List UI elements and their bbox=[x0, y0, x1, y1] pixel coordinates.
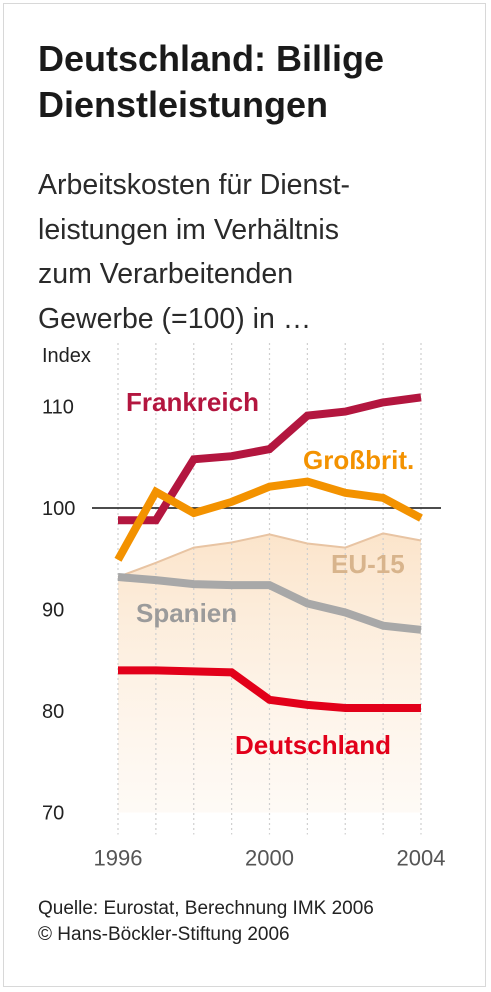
series-line-eu-15 bbox=[117, 532, 422, 578]
x-tick-label-2000: 2000 bbox=[245, 846, 294, 871]
source-note: Quelle: Eurostat, Berechnung IMK 2006 © … bbox=[38, 896, 478, 948]
y-axis-label: Index bbox=[42, 345, 91, 367]
title-line-1: Deutschland: Billige bbox=[38, 38, 385, 79]
chart-text-layer: Index 70 80 90 100 110 1996 2000 2004 Frankreich G… bbox=[42, 345, 445, 871]
series-line-layer bbox=[114, 393, 423, 712]
chart-subtitle: Arbeitskosten für Dienst- leistungen im … bbox=[38, 163, 478, 341]
source-line: Quelle: Eurostat, Berechnung IMK 2006 bbox=[38, 898, 374, 919]
series-label-spanien: Spanien bbox=[136, 598, 237, 628]
subtitle-line-2: leistungen im Verhältnis bbox=[38, 213, 340, 246]
series-line-spanien bbox=[117, 573, 422, 634]
series-label-eu-15: EU-15 bbox=[331, 549, 405, 579]
copyright-line: © Hans-Böckler-Stiftung 2006 bbox=[38, 924, 290, 945]
series-line-gro-brit bbox=[114, 477, 423, 562]
subtitle-line-3: zum Verarbeitenden bbox=[38, 258, 294, 290]
graphic-frame bbox=[3, 3, 486, 987]
y-tick-label-90: 90 bbox=[42, 600, 64, 622]
subtitle-line-4: Gewerbe (=100) in … bbox=[38, 302, 312, 335]
y-tick-label-80: 80 bbox=[42, 701, 64, 723]
series-line-deutschland bbox=[118, 666, 421, 712]
chart-title: Deutschland: Billige Dienstleistungen bbox=[38, 36, 478, 128]
y-tick-label-110: 110 bbox=[42, 397, 74, 419]
subtitle-line-1: Arbeitskosten für Dienst- bbox=[38, 169, 351, 201]
series-label-gro-brit: Großbrit. bbox=[303, 445, 414, 475]
series-label-deutschland: Deutschland bbox=[235, 730, 391, 760]
x-tick-label-2004: 2004 bbox=[397, 846, 446, 871]
y-tick-label-70: 70 bbox=[42, 803, 64, 825]
title-line-2: Dienstleistungen bbox=[38, 84, 329, 125]
series-label-frankreich: Frankreich bbox=[126, 387, 259, 417]
x-tick-label-1996: 1996 bbox=[94, 846, 143, 871]
y-tick-label-100: 100 bbox=[42, 498, 75, 520]
